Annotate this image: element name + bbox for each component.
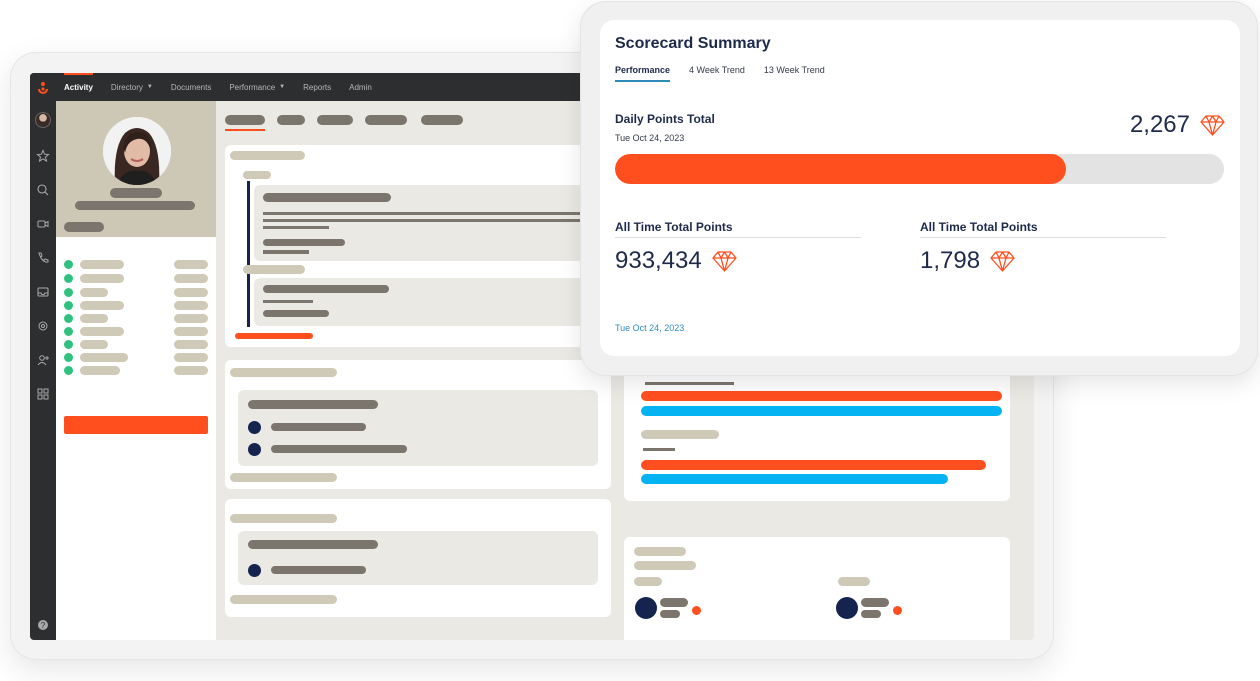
tab-performance[interactable]: Performance [615, 65, 671, 82]
content-tab-3[interactable] [317, 115, 353, 125]
chevron-down-icon: ▼ [279, 84, 286, 90]
diamond-icon [1200, 115, 1225, 136]
content-tab-2[interactable] [277, 115, 305, 125]
divider [920, 237, 1166, 238]
scorecard-tabs: Performance 4 Week Trend 13 Week Trend [615, 65, 825, 82]
svg-text:?: ? [41, 621, 46, 630]
nav-admin[interactable]: Admin [349, 73, 372, 101]
content-tab-4[interactable] [365, 115, 407, 125]
nav-activity[interactable]: Activity [64, 73, 93, 101]
all-time-points-total-1: 933,434 [615, 247, 737, 275]
apps-icon[interactable] [36, 387, 50, 401]
nav-performance-label: Performance [229, 82, 276, 92]
profile-header [56, 101, 216, 237]
help-icon[interactable]: ? [36, 618, 50, 632]
settings-icon[interactable] [36, 319, 50, 333]
scorecard-footer-date: Tue Oct 24, 2023 [615, 323, 685, 333]
diamond-icon [990, 251, 1015, 272]
task-card [225, 360, 611, 489]
user-avatar[interactable] [35, 112, 51, 128]
all-time-points-label-1: All Time Total Points [615, 220, 733, 234]
nav-admin-label: Admin [349, 82, 372, 92]
nav-performance[interactable]: Performance ▼ [229, 73, 285, 101]
chevron-down-icon: ▼ [146, 84, 153, 90]
nav-directory[interactable]: Directory ▼ [111, 73, 153, 101]
diamond-icon [712, 251, 737, 272]
daily-points-value: 2,267 [1129, 111, 1190, 138]
app-screen: Activity Directory ▼ Documents Performanc… [30, 73, 1034, 640]
daily-points-total: 2,267 [1130, 111, 1225, 139]
tab-13-week-trend[interactable]: 13 Week Trend [763, 65, 825, 75]
tab-4-week-trend[interactable]: 4 Week Trend [689, 65, 745, 75]
all-time-points-total-2: 1,798 [920, 247, 1015, 275]
team-card [624, 537, 1010, 640]
scorecard-title: Scorecard Summary [615, 35, 771, 52]
daily-points-date: Tue Oct 24, 2023 [615, 133, 685, 143]
daily-points-progress-fill [615, 154, 1066, 184]
all-time-points-value-1: 933,434 [615, 247, 702, 274]
profile-panel [56, 101, 216, 640]
content-tab-5[interactable] [421, 115, 463, 125]
divider [615, 237, 861, 238]
daily-points-label: Daily Points Total [615, 112, 715, 126]
daily-points-progress [615, 154, 1224, 184]
add-user-icon[interactable] [36, 353, 50, 367]
nav-directory-label: Directory [110, 82, 143, 92]
all-time-points-label-2: All Time Total Points [920, 220, 1038, 234]
nav-documents[interactable]: Documents [171, 73, 211, 101]
nav-reports[interactable]: Reports [303, 73, 331, 101]
feed-card [225, 145, 615, 347]
phone-icon[interactable] [36, 251, 50, 265]
search-icon[interactable] [36, 183, 50, 197]
profile-photo [103, 117, 171, 185]
nav-reports-label: Reports [303, 82, 332, 92]
scorecard-summary: Scorecard Summary Performance 4 Week Tre… [600, 20, 1240, 356]
primary-action-button[interactable] [64, 416, 208, 434]
message-card [225, 499, 611, 617]
nav-activity-label: Activity [64, 82, 93, 92]
content-tab-1[interactable] [225, 115, 265, 125]
video-icon[interactable] [36, 217, 50, 231]
brand-logo-icon [38, 82, 48, 94]
main-nav: Activity Directory ▼ Documents Performanc… [64, 73, 372, 101]
nav-documents-label: Documents [170, 82, 212, 92]
inbox-icon[interactable] [36, 285, 50, 299]
all-time-points-value-2: 1,798 [920, 247, 981, 274]
left-rail: ? [30, 73, 56, 640]
star-icon[interactable] [36, 149, 50, 163]
